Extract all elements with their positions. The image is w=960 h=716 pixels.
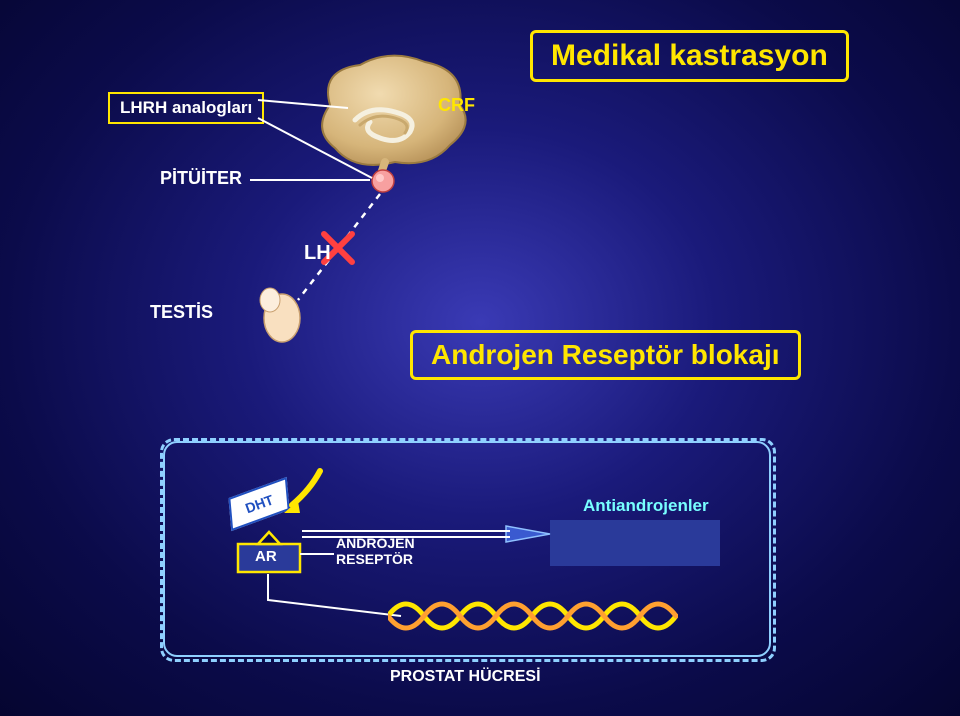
anti-arrow (300, 522, 554, 546)
label-dht: DHT (243, 492, 276, 517)
testis-shape (254, 284, 304, 344)
label-testis: TESTİS (150, 302, 213, 323)
label-prostat-hucresi: PROSTAT HÜCRESİ (390, 668, 541, 686)
connector-ar-label (300, 552, 336, 556)
label-antiandrojenler: Antiandrojenler (583, 496, 709, 516)
connector-ar-dna (266, 572, 406, 622)
anti-box (550, 520, 720, 566)
dna-helix (388, 588, 678, 644)
label-ar: AR (255, 548, 277, 565)
label-lh: LH (304, 242, 331, 265)
arrow-dht-ar (280, 465, 330, 520)
